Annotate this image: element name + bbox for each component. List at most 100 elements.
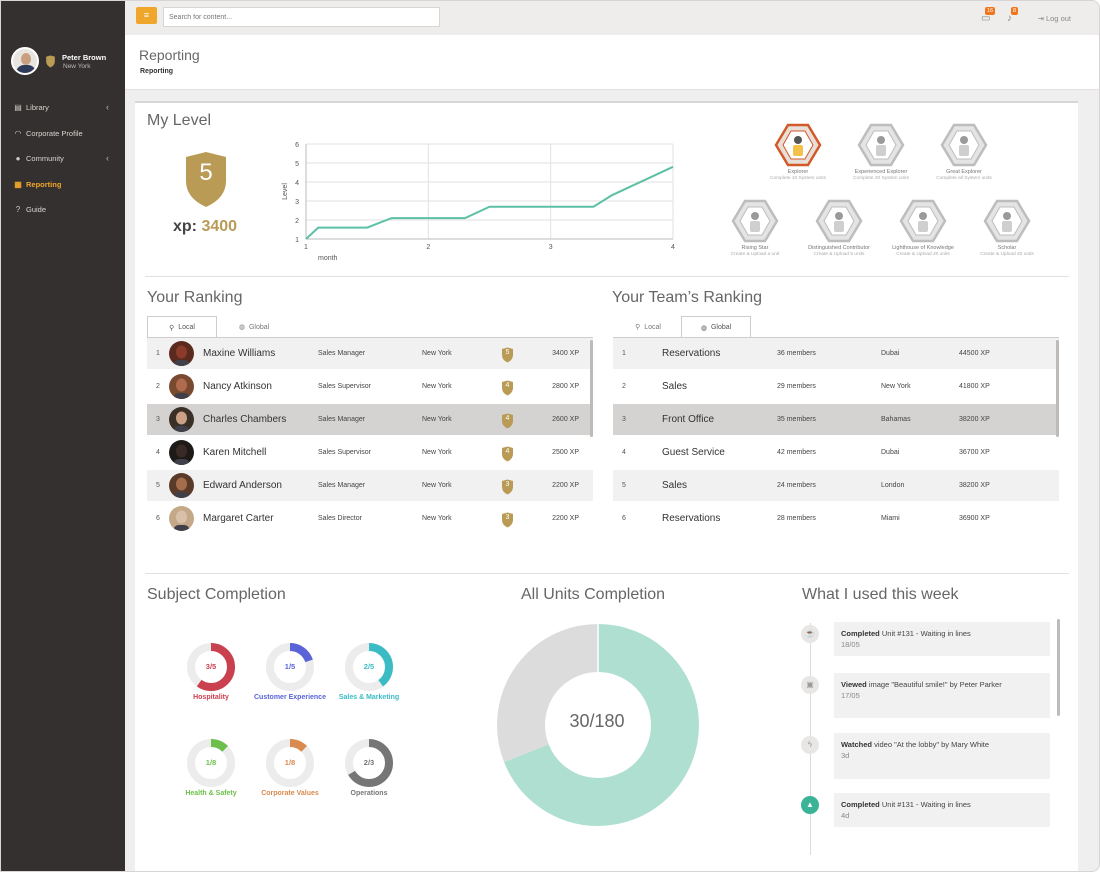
member-name[interactable]: Margaret Carter bbox=[203, 513, 274, 524]
member-role: Sales Manager bbox=[318, 350, 366, 357]
team-name[interactable]: Guest Service bbox=[662, 447, 725, 458]
achievement-description: Complete all System units bbox=[936, 176, 992, 181]
messages-button[interactable]: ▭ 16 bbox=[981, 7, 996, 24]
activity-item[interactable]: Completed Unit #131 - Waiting in lines 18… bbox=[834, 622, 1050, 656]
logout-label: Log out bbox=[1045, 14, 1071, 23]
team-xp: 41800 XP bbox=[959, 383, 990, 390]
breadcrumb[interactable]: Reporting bbox=[140, 68, 174, 75]
member-name[interactable]: Charles Chambers bbox=[203, 414, 287, 425]
sidebar-item-guide[interactable]: ? Guide bbox=[1, 197, 125, 223]
achievement-badge[interactable]: Rising Star Create & Upload a unit bbox=[715, 199, 795, 257]
table-row[interactable]: 5 Edward Anderson Sales Manager New York… bbox=[147, 470, 593, 501]
inbox-icon: ▭ bbox=[981, 13, 991, 24]
menu-button[interactable]: ≡ bbox=[136, 7, 157, 24]
tab-global[interactable]: ◍ Global bbox=[681, 316, 751, 338]
search-input[interactable] bbox=[163, 7, 440, 27]
level-line-chart: 1 2 3 4 5 6 1 2 3 4 month Level bbox=[282, 142, 675, 262]
activity-item[interactable]: Watched video "At the lobby" by Mary Whi… bbox=[834, 733, 1050, 779]
team-name[interactable]: Reservations bbox=[662, 513, 721, 524]
team-city: Bahamas bbox=[881, 416, 911, 423]
chevron-left-icon: ‹ bbox=[106, 153, 109, 163]
subject-donut[interactable]: 1/8 Health & Safety bbox=[171, 737, 251, 797]
subject-label: Hospitality bbox=[193, 694, 229, 701]
y-tick-label: 3 bbox=[295, 199, 299, 206]
activity-text[interactable]: image "Beautiful smile!" by Peter Parker bbox=[868, 680, 1002, 689]
subject-donut[interactable]: 1/5 Customer Experience bbox=[250, 641, 330, 701]
achievement-badge[interactable]: Experienced Explorer Complete 20 System … bbox=[841, 123, 921, 181]
member-level: 3 bbox=[505, 514, 510, 521]
achievement-icon bbox=[857, 123, 905, 167]
table-row[interactable]: 6 Margaret Carter Sales Director New Yor… bbox=[147, 503, 593, 534]
your-ranking-scrollbar[interactable] bbox=[590, 340, 593, 437]
member-name[interactable]: Karen Mitchell bbox=[203, 447, 267, 458]
logout-button[interactable]: ⇥ Log out bbox=[1038, 14, 1071, 23]
member-name[interactable]: Edward Anderson bbox=[203, 480, 282, 491]
activity-text[interactable]: video "At the lobby" by Mary White bbox=[874, 740, 990, 749]
achievement-name: Distinguished Contributor bbox=[808, 245, 870, 251]
member-level: 4 bbox=[505, 382, 510, 389]
tab-label: Global bbox=[248, 323, 270, 331]
team-ranking-scrollbar[interactable] bbox=[1056, 340, 1059, 437]
member-role: Sales Supervisor bbox=[318, 383, 371, 390]
timeline-scrollbar[interactable] bbox=[1057, 619, 1060, 716]
table-row[interactable]: 2 Nancy Atkinson Sales Supervisor New Yo… bbox=[147, 371, 593, 402]
activity-item[interactable]: Completed Unit #131 - Waiting in lines 4d bbox=[834, 793, 1050, 827]
team-name[interactable]: Reservations bbox=[662, 348, 721, 359]
team-members: 29 members bbox=[777, 383, 816, 390]
table-row[interactable]: 3 Front Office 35 members Bahamas 38200 … bbox=[613, 404, 1059, 435]
bell-icon: ♪ bbox=[1007, 13, 1012, 24]
activity-date: 18/05 bbox=[841, 640, 860, 649]
achievement-badge[interactable]: Explorer Complete 10 System units bbox=[758, 123, 838, 181]
table-row[interactable]: 3 Charles Chambers Sales Manager New Yor… bbox=[147, 404, 593, 435]
team-name[interactable]: Sales bbox=[662, 381, 688, 392]
subject-donut[interactable]: 3/5 Hospitality bbox=[171, 641, 251, 701]
activity-text[interactable]: Unit #131 - Waiting in lines bbox=[881, 629, 971, 638]
sidebar-item-reporting[interactable]: ▦ Reporting bbox=[1, 172, 125, 198]
member-name[interactable]: Maxine Williams bbox=[203, 348, 276, 359]
chevron-left-icon: ‹ bbox=[106, 102, 109, 112]
sidebar-item-community[interactable]: ● Community ‹ bbox=[1, 146, 125, 172]
sidebar-item-library[interactable]: ▤ Library ‹ bbox=[1, 95, 125, 121]
member-role: Sales Supervisor bbox=[318, 449, 371, 456]
table-row[interactable]: 5 Sales 24 members London 38200 XP bbox=[613, 470, 1059, 501]
team-city: Dubai bbox=[881, 449, 900, 456]
achievement-badge[interactable]: Distinguished Contributor Create & Uploa… bbox=[799, 199, 879, 257]
activity-item[interactable]: Viewed image "Beautiful smile!" by Peter… bbox=[834, 673, 1050, 718]
avatar[interactable] bbox=[11, 47, 39, 75]
table-row[interactable]: 1 Reservations 36 members Dubai 44500 XP bbox=[613, 338, 1059, 369]
team-name[interactable]: Front Office bbox=[662, 414, 715, 425]
subject-donut[interactable]: 2/3 Operations bbox=[329, 737, 409, 797]
rank-number: 4 bbox=[622, 449, 626, 456]
user-city: New York bbox=[63, 62, 91, 70]
tab-local[interactable]: ⚲ Local bbox=[147, 316, 217, 338]
subject-donut[interactable]: 1/8 Corporate Values bbox=[250, 737, 330, 797]
achievement-badge[interactable]: Scholar Create & Upload 40 units bbox=[967, 199, 1047, 257]
table-row[interactable]: 1 Maxine Williams Sales Manager New York… bbox=[147, 338, 593, 369]
warning-icon: ▲ bbox=[801, 796, 819, 814]
achievement-badge[interactable]: Great Explorer Complete all System units bbox=[924, 123, 1004, 181]
activity-text[interactable]: Unit #131 - Waiting in lines bbox=[881, 800, 971, 809]
team-members: 24 members bbox=[777, 482, 816, 489]
x-tick-label: 4 bbox=[671, 244, 675, 251]
tab-global[interactable]: ◍ Global bbox=[219, 316, 289, 338]
table-row[interactable]: 4 Karen Mitchell Sales Supervisor New Yo… bbox=[147, 437, 593, 468]
subject-donut[interactable]: 2/5 Sales & Marketing bbox=[329, 641, 409, 701]
rank-number: 2 bbox=[156, 383, 160, 390]
sidebar-item-label: Guide bbox=[26, 205, 47, 215]
team-name[interactable]: Sales bbox=[662, 480, 688, 491]
user-profile[interactable]: Peter Brown New York bbox=[11, 47, 106, 75]
member-name[interactable]: Nancy Atkinson bbox=[203, 381, 272, 392]
tab-local[interactable]: ⚲ Local bbox=[613, 316, 683, 338]
notifications-button[interactable]: ♪ 8 bbox=[1007, 7, 1019, 24]
achievement-name: Rising Star bbox=[741, 245, 769, 251]
tab-label: Local bbox=[178, 324, 195, 331]
achievement-badge[interactable]: Lighthouse of Knowledge Create & Upload … bbox=[883, 199, 963, 257]
avatar bbox=[169, 407, 194, 432]
table-row[interactable]: 6 Reservations 28 members Miami 36900 XP bbox=[613, 503, 1059, 534]
table-row[interactable]: 2 Sales 29 members New York 41800 XP bbox=[613, 371, 1059, 402]
sidebar-item-corporate-profile[interactable]: ◠ Corporate Profile bbox=[1, 121, 125, 147]
book-icon: ▤ bbox=[14, 103, 22, 113]
table-row[interactable]: 4 Guest Service 42 members Dubai 36700 X… bbox=[613, 437, 1059, 468]
level-badge-icon bbox=[502, 380, 513, 396]
